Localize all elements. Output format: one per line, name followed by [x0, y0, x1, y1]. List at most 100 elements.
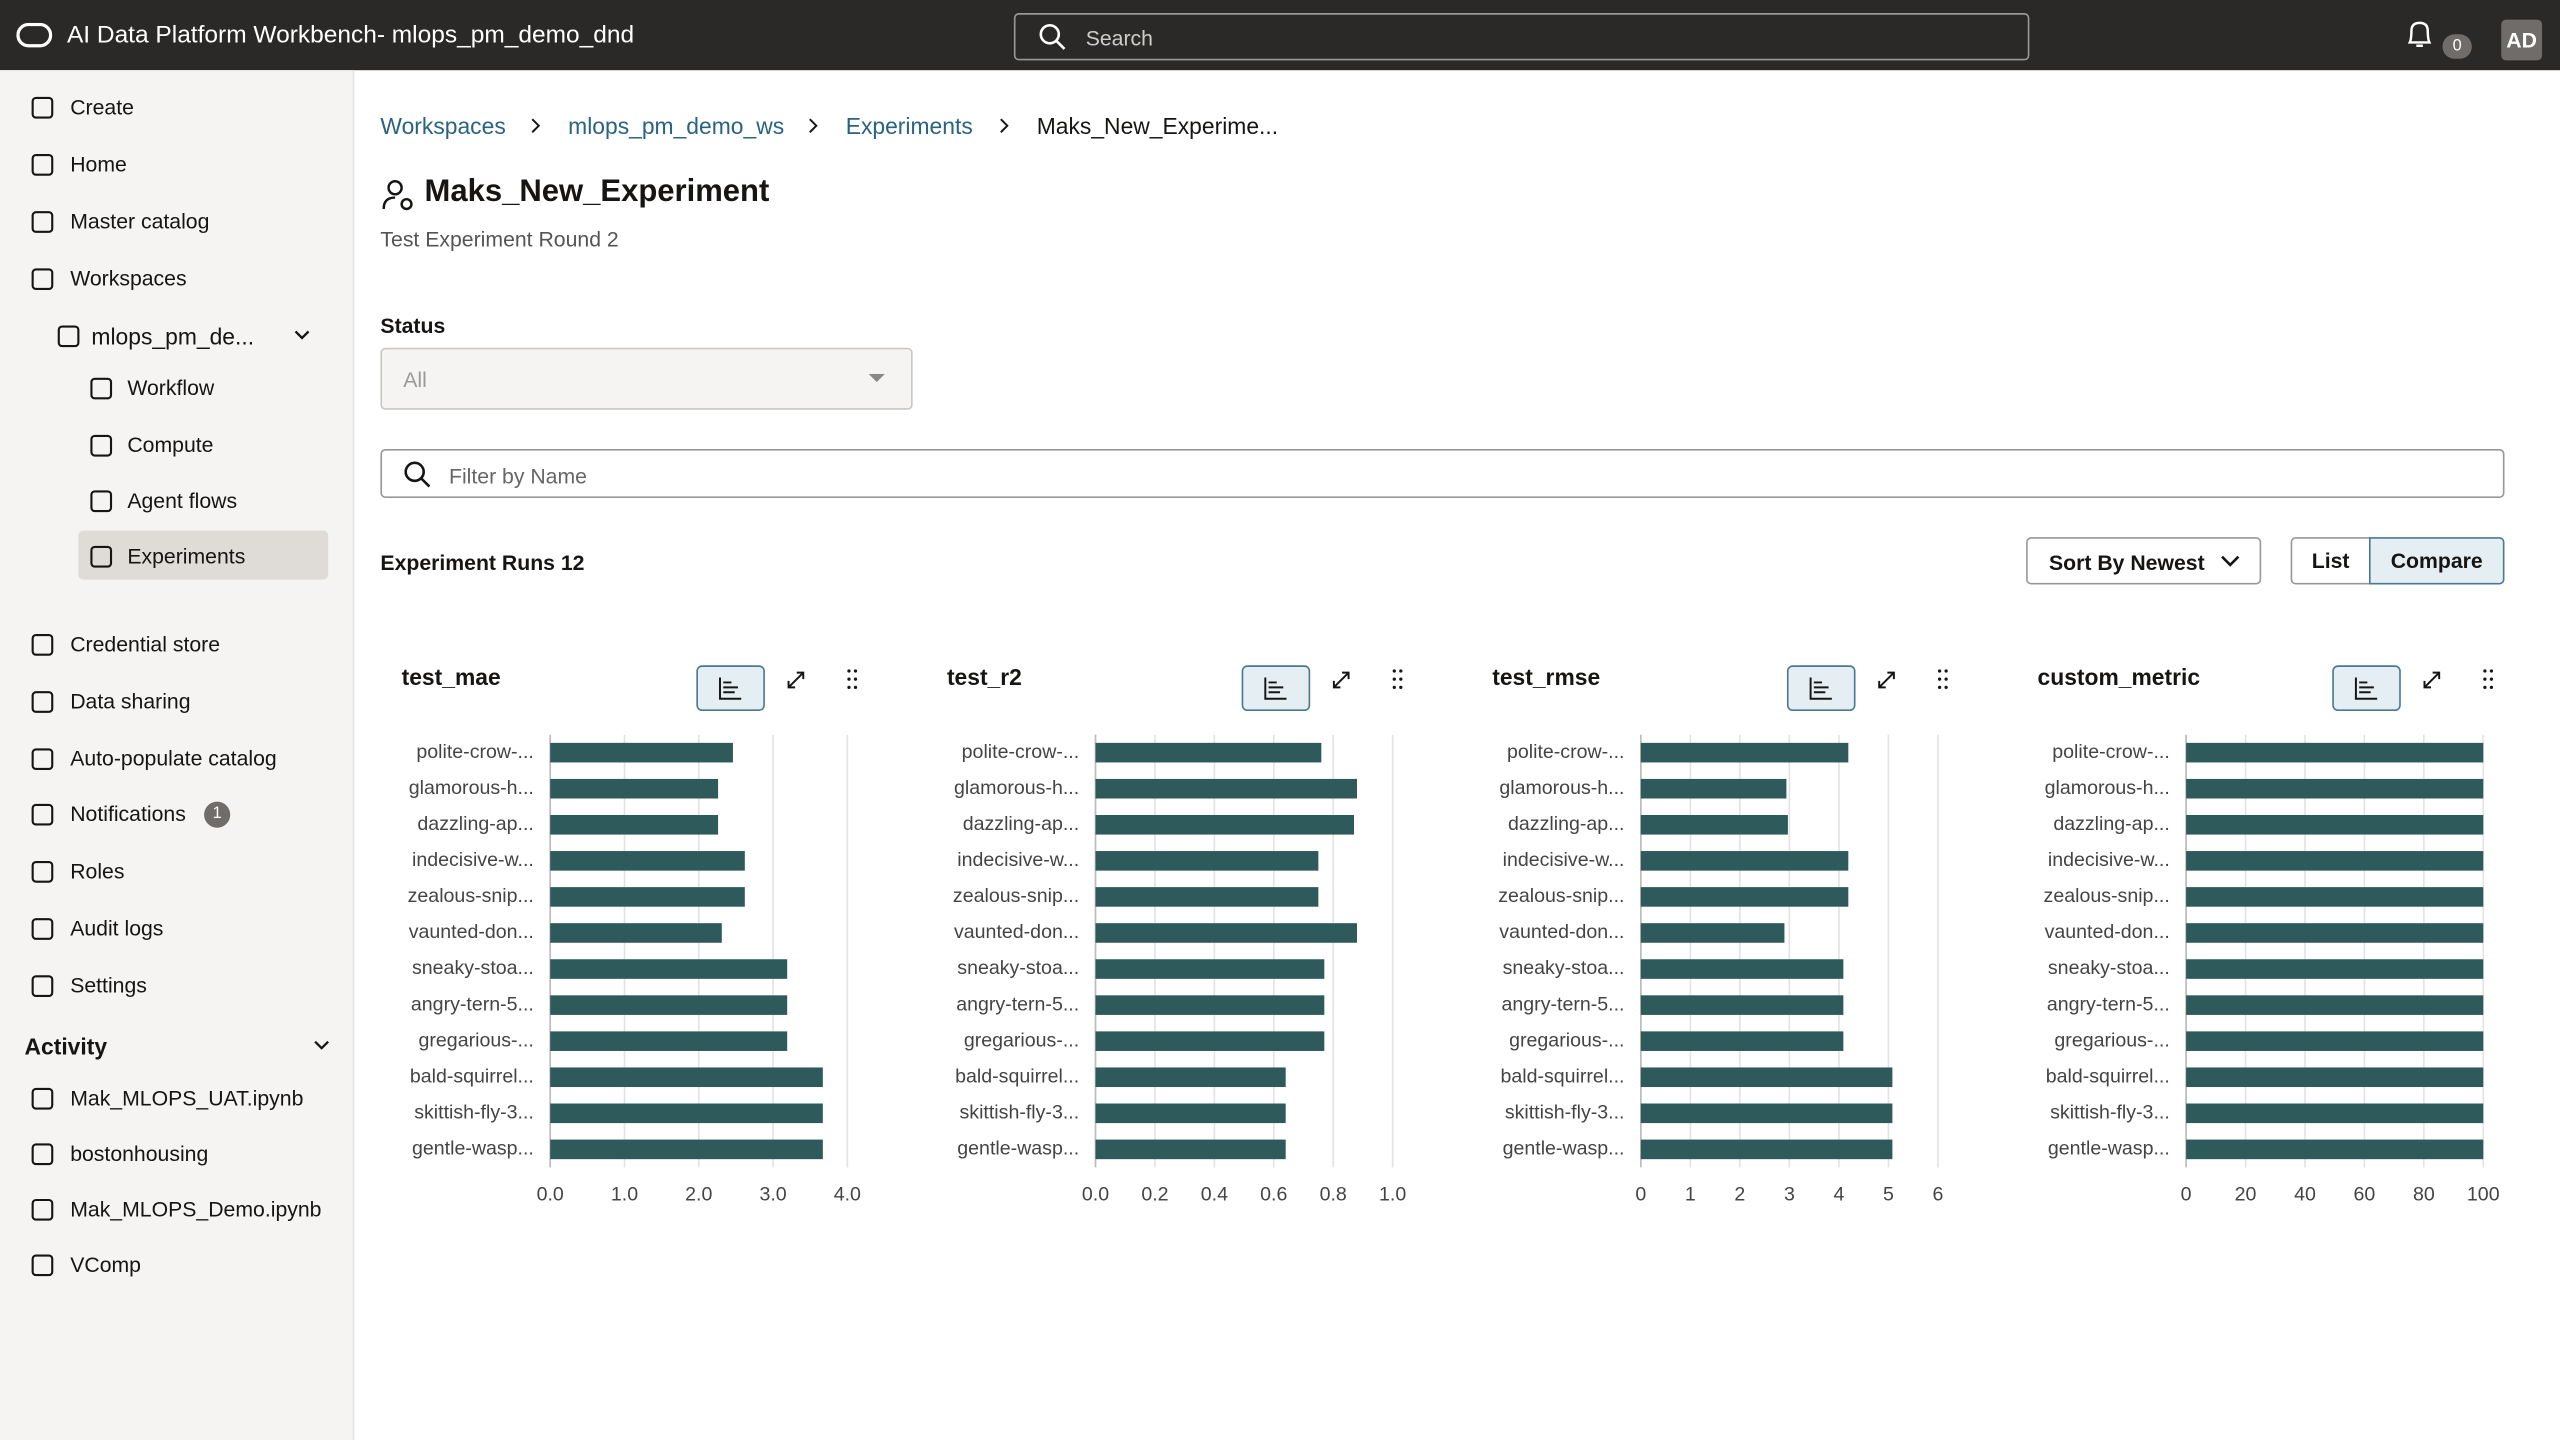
x-tick-label: 40	[2294, 1183, 2316, 1205]
nav-item[interactable]: Credential store	[70, 631, 221, 657]
breadcrumb[interactable]: Workspaces	[380, 112, 506, 139]
nav-item[interactable]: Audit logs	[70, 915, 164, 941]
y-tick-label: glamorous-h...	[954, 777, 1079, 799]
nav-icon	[57, 325, 80, 348]
activity-item[interactable]: bostonhousing	[70, 1141, 209, 1166]
expand-icon[interactable]	[1878, 671, 1895, 689]
search-box[interactable]: Search	[1013, 13, 2030, 61]
compare-button[interactable]: Compare	[2368, 537, 2505, 585]
y-tick-label: vaunted-don...	[2045, 921, 2170, 943]
y-tick-label: gentle-wasp...	[412, 1138, 534, 1160]
workspace-subitem[interactable]: Experiments	[127, 543, 246, 569]
chart-type-icon	[1264, 677, 1287, 700]
nav-item[interactable]: Master catalog	[70, 208, 210, 234]
expand-icon[interactable]	[787, 671, 805, 689]
nav-icon	[90, 490, 113, 513]
y-tick-label: glamorous-h...	[409, 777, 534, 799]
y-tick-label: gregarious-...	[964, 1029, 1079, 1051]
y-tick-label: skittish-fly-3...	[414, 1101, 534, 1123]
y-tick-label: dazzling-ap...	[2053, 813, 2169, 835]
status-select[interactable]: All	[380, 347, 913, 410]
x-tick-label: 0.0	[1082, 1183, 1109, 1205]
bar	[1640, 923, 1785, 943]
nav-item[interactable]: Settings	[70, 973, 147, 998]
drag-dot	[2489, 685, 2494, 689]
bar	[1640, 742, 1849, 763]
x-tick-label: 3.0	[759, 1183, 786, 1205]
expand-icon[interactable]	[1332, 671, 1350, 689]
drag-dot	[1937, 669, 1942, 673]
search-placeholder: Search	[1085, 26, 1153, 51]
activity-item[interactable]: VComp	[70, 1252, 141, 1277]
activity-item[interactable]: Mak_MLOPS_Demo.ipynb	[70, 1196, 322, 1222]
app-title: AI Data Platform Workbench- mlops_pm_dem…	[66, 21, 635, 49]
drag-dot	[1392, 669, 1396, 673]
nav-icon	[90, 434, 113, 457]
nav-item[interactable]: Roles	[70, 858, 125, 884]
workspace-subitem[interactable]: Compute	[127, 432, 214, 458]
y-tick-label: skittish-fly-3...	[960, 1101, 1080, 1123]
bar	[550, 887, 745, 907]
y-tick-label: glamorous-h...	[2045, 777, 2170, 799]
status-label: Status	[380, 313, 446, 338]
nav-icon	[31, 975, 54, 997]
bar	[1640, 1031, 1844, 1051]
list-button[interactable]: List	[2290, 537, 2371, 585]
x-tick-label: 20	[2235, 1183, 2257, 1205]
y-tick-label: gregarious-...	[1509, 1029, 1624, 1051]
y-tick-label: angry-tern-5...	[411, 993, 534, 1015]
breadcrumb[interactable]: mlops_pm_demo_ws	[568, 112, 785, 139]
bell-icon[interactable]	[2403, 18, 2436, 51]
bar	[550, 1103, 823, 1124]
workspace-subitem[interactable]: Agent flows	[127, 488, 238, 513]
x-tick-label: 1	[1685, 1183, 1696, 1205]
x-tick-label: 0.4	[1201, 1183, 1228, 1205]
y-tick-label: dazzling-ap...	[417, 813, 533, 835]
nav-icon	[31, 211, 54, 233]
nav-item[interactable]: Create	[70, 94, 134, 120]
bar	[1095, 959, 1325, 979]
x-tick-label: 0	[2181, 1183, 2192, 1205]
bar	[550, 1031, 788, 1051]
nav-item[interactable]: Auto-populate catalog	[70, 746, 277, 771]
bar	[1095, 1067, 1286, 1088]
notification-badge: 1	[204, 801, 231, 828]
expand-icon[interactable]	[2423, 671, 2441, 689]
y-tick-label: sneaky-stoa...	[1503, 957, 1625, 979]
filter-box[interactable]: Filter by Name	[380, 448, 2505, 498]
y-tick-label: skittish-fly-3...	[1505, 1101, 1625, 1123]
y-tick-label: bald-squirrel...	[1500, 1065, 1624, 1087]
bar	[2186, 742, 2484, 763]
workspace-subitem[interactable]: Workflow	[127, 375, 215, 400]
nav-item[interactable]: Notifications	[70, 801, 186, 827]
y-tick-label: gentle-wasp...	[1503, 1138, 1625, 1160]
bar	[2186, 1067, 2484, 1088]
drag-dot	[853, 685, 858, 689]
x-tick-label: 2	[1734, 1183, 1745, 1205]
nav-icon	[31, 268, 54, 291]
y-tick-label: skittish-fly-3...	[2050, 1101, 2170, 1123]
workspace-item[interactable]: mlops_pm_de...	[91, 323, 255, 350]
nav-icon	[90, 377, 113, 400]
nav-icon	[31, 1087, 54, 1110]
nav-item[interactable]: Data sharing	[70, 688, 191, 714]
chart-type-icon	[2354, 677, 2378, 700]
bar	[1095, 1031, 1325, 1051]
nav-item[interactable]: Home	[70, 151, 127, 177]
bar	[1095, 814, 1355, 835]
bar	[1640, 778, 1787, 799]
activity-item[interactable]: Mak_MLOPS_UAT.ipynb	[70, 1085, 304, 1111]
y-tick-label: polite-crow-...	[2052, 741, 2170, 763]
avatar[interactable]: AD	[2501, 19, 2543, 61]
nav-item[interactable]: Workspaces	[70, 266, 187, 291]
chart-type-icon	[1809, 677, 1832, 700]
sidebar: Create Home Master catalog Workspaces mlops_…	[0, 70, 355, 1440]
y-tick-label: indecisive-w...	[412, 849, 534, 871]
logo	[16, 22, 53, 48]
chart-title: test_r2	[947, 664, 1022, 690]
breadcrumb[interactable]: Experiments	[845, 112, 973, 139]
sort-select[interactable]: Sort By Newest	[2026, 537, 2262, 585]
bar	[1640, 1103, 1893, 1124]
